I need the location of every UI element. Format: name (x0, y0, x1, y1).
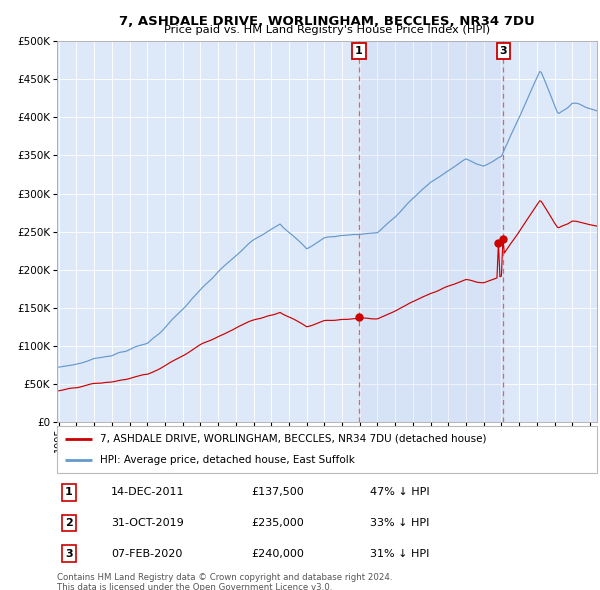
Text: 1: 1 (65, 487, 73, 497)
Text: £240,000: £240,000 (251, 549, 304, 559)
Text: Contains HM Land Registry data © Crown copyright and database right 2024.: Contains HM Land Registry data © Crown c… (57, 573, 392, 582)
Text: 31-OCT-2019: 31-OCT-2019 (111, 518, 184, 528)
Text: 7, ASHDALE DRIVE, WORLINGHAM, BECCLES, NR34 7DU: 7, ASHDALE DRIVE, WORLINGHAM, BECCLES, N… (119, 15, 535, 28)
Text: Price paid vs. HM Land Registry's House Price Index (HPI): Price paid vs. HM Land Registry's House … (164, 25, 490, 35)
Text: £235,000: £235,000 (251, 518, 304, 528)
Text: This data is licensed under the Open Government Licence v3.0.: This data is licensed under the Open Gov… (57, 583, 332, 590)
Text: 47% ↓ HPI: 47% ↓ HPI (370, 487, 430, 497)
Text: 33% ↓ HPI: 33% ↓ HPI (370, 518, 430, 528)
Text: £137,500: £137,500 (251, 487, 304, 497)
Text: 3: 3 (65, 549, 73, 559)
Text: HPI: Average price, detached house, East Suffolk: HPI: Average price, detached house, East… (100, 455, 355, 466)
Text: 3: 3 (499, 46, 507, 56)
Text: 1: 1 (355, 46, 363, 56)
Text: 2: 2 (65, 518, 73, 528)
Text: 14-DEC-2011: 14-DEC-2011 (111, 487, 185, 497)
Text: 07-FEB-2020: 07-FEB-2020 (111, 549, 182, 559)
Text: 7, ASHDALE DRIVE, WORLINGHAM, BECCLES, NR34 7DU (detached house): 7, ASHDALE DRIVE, WORLINGHAM, BECCLES, N… (100, 434, 487, 444)
Bar (359, 41, 503, 422)
Text: 31% ↓ HPI: 31% ↓ HPI (370, 549, 430, 559)
